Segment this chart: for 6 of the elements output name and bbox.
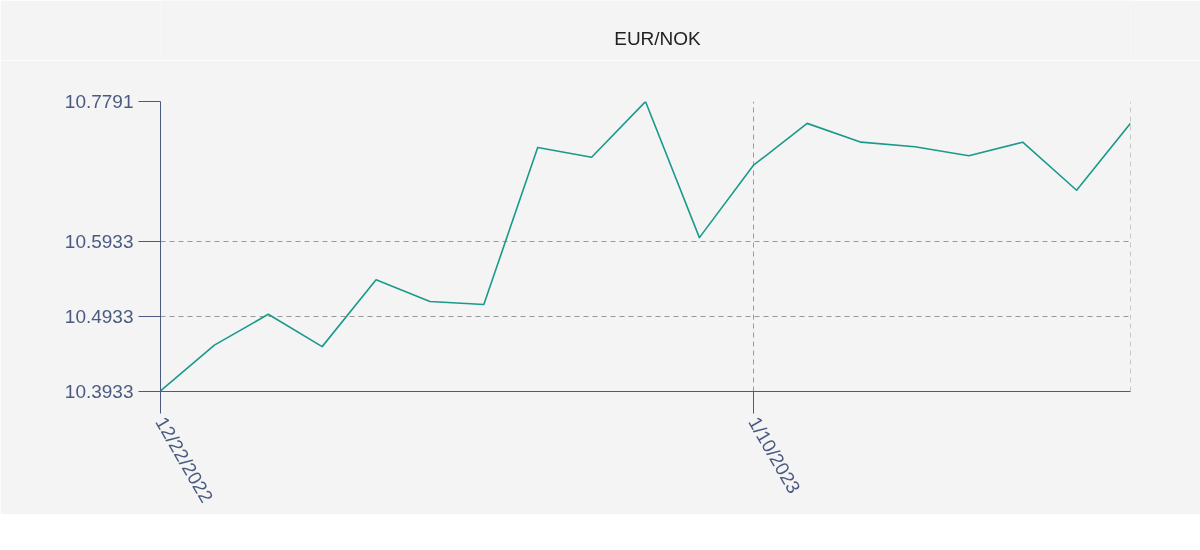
- y-tick-label: 10.5933: [64, 230, 134, 252]
- y-tick-label: 10.3933: [64, 381, 134, 402]
- y-tick-label: 10.4933: [64, 305, 134, 327]
- line-series: [160, 101, 1131, 392]
- y-tick-label: 10.7791: [64, 91, 134, 112]
- text: EUR/NOK: [614, 28, 701, 50]
